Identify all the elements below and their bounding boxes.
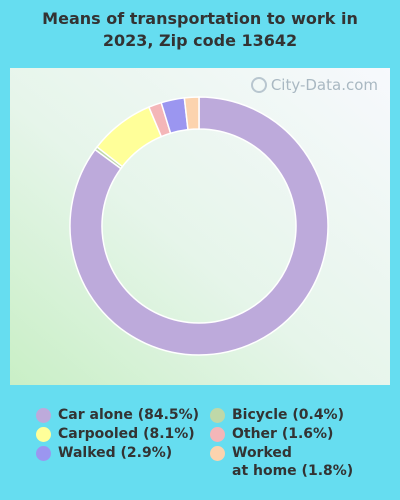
city-data-logo-icon — [250, 77, 267, 93]
legend-swatch — [210, 408, 225, 423]
slice-worked-at-home — [183, 96, 200, 131]
legend-label: Walked (2.9%) — [58, 445, 173, 461]
legend-label: Other (1.6%) — [232, 426, 334, 442]
legend-swatch — [210, 427, 225, 442]
legend-item-bicycle: Bicycle (0.4%) — [210, 406, 344, 424]
legend-swatch — [210, 446, 225, 461]
legend-swatch — [36, 408, 51, 423]
legend-item-worked-at-home: Worked at home (1.8%) — [210, 444, 353, 480]
legend-swatch — [36, 446, 51, 461]
watermark: City-Data.com — [250, 76, 378, 94]
watermark-text: City-Data.com — [270, 76, 378, 94]
legend-item-car-alone: Car alone (84.5%) — [36, 406, 199, 424]
plot-area: City-Data.com — [10, 68, 390, 385]
slice-car-alone — [69, 96, 329, 356]
legend-item-carpooled: Carpooled (8.1%) — [36, 425, 195, 443]
legend-item-other: Other (1.6%) — [210, 425, 333, 443]
legend-label: Car alone (84.5%) — [58, 407, 200, 423]
donut-chart — [69, 96, 329, 356]
legend-swatch — [36, 427, 51, 442]
chart-title: Means of transportation to work in 2023, … — [42, 9, 358, 50]
legend-item-walked: Walked (2.9%) — [36, 444, 172, 462]
legend-label: Carpooled (8.1%) — [58, 426, 195, 442]
legend: Car alone (84.5%) Bicycle (0.4%) Carpooled… — [0, 400, 400, 500]
legend-label: Bicycle (0.4%) — [232, 407, 344, 423]
legend-label: Worked at home (1.8%) — [232, 445, 354, 479]
